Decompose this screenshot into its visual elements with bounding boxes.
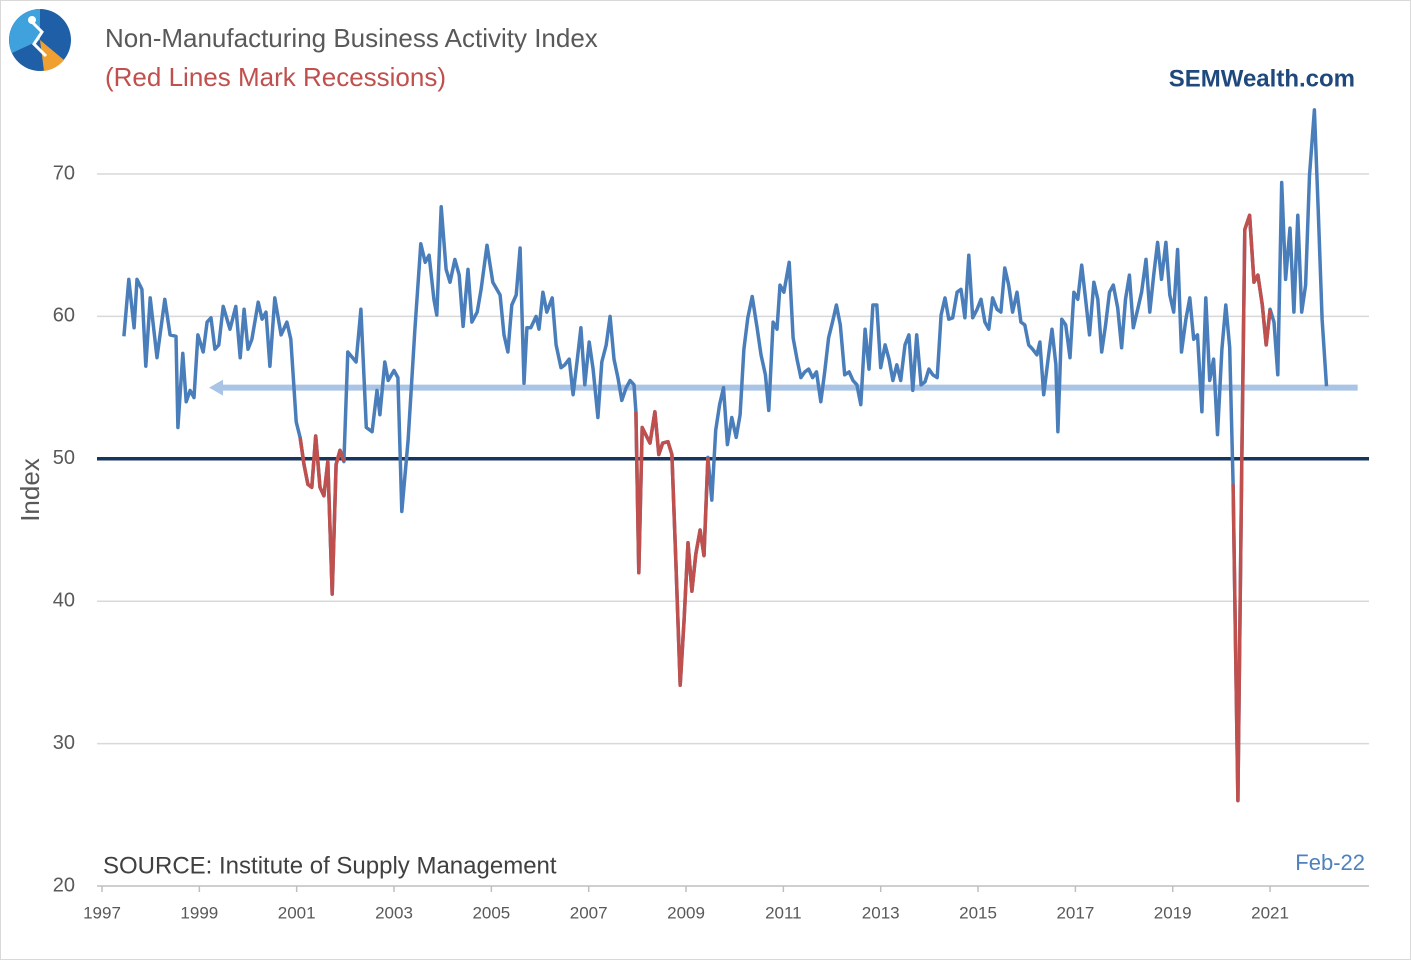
chart-subtitle: (Red Lines Mark Recessions) bbox=[105, 62, 446, 92]
source-note: SOURCE: Institute of Supply Management bbox=[103, 852, 557, 879]
series-line bbox=[634, 410, 710, 687]
x-tick-label: 2003 bbox=[375, 903, 413, 922]
x-tick-label: 2013 bbox=[862, 903, 900, 922]
x-tick-label: 2019 bbox=[1154, 903, 1192, 922]
series-line bbox=[298, 434, 346, 596]
arrow-head bbox=[209, 379, 224, 396]
y-tick-label: 70 bbox=[53, 162, 75, 184]
x-tick-label: 2017 bbox=[1056, 903, 1094, 922]
x-tick-label: 1999 bbox=[180, 903, 218, 922]
y-tick-label: 20 bbox=[53, 874, 75, 896]
x-tick-label: 2011 bbox=[765, 903, 802, 922]
x-tick-label: 2015 bbox=[959, 903, 997, 922]
x-tick-label: 2001 bbox=[278, 903, 316, 922]
brand: SEMWealth.com bbox=[1169, 65, 1355, 92]
x-tick-label: 2009 bbox=[667, 903, 705, 922]
x-tick-label: 1997 bbox=[83, 903, 121, 922]
x-tick-label: 2007 bbox=[570, 903, 608, 922]
x-tick-label: 2021 bbox=[1251, 903, 1289, 922]
y-tick-label: 40 bbox=[53, 589, 75, 611]
x-tick-label: 2005 bbox=[472, 903, 510, 922]
chart-title: Non-Manufacturing Business Activity Inde… bbox=[105, 23, 598, 53]
logo bbox=[9, 9, 71, 71]
y-tick-label: 50 bbox=[53, 447, 75, 469]
y-axis-label: Index bbox=[15, 458, 45, 522]
y-tick-label: 60 bbox=[53, 305, 75, 327]
y-tick-label: 30 bbox=[53, 732, 75, 754]
series-line bbox=[1231, 213, 1272, 803]
date-note: Feb-22 bbox=[1295, 850, 1365, 875]
